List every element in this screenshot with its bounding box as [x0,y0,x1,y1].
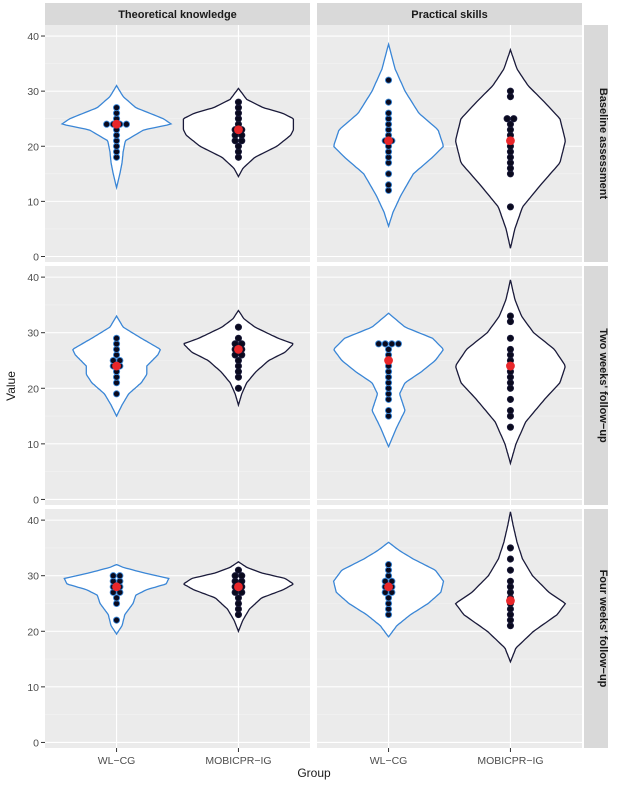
y-tick-label: 10 [27,439,39,451]
data-point [113,334,121,342]
data-point [234,98,242,106]
panel-background [317,509,582,748]
data-point [234,356,242,365]
x-tick-label: WL−CG [98,755,136,767]
data-point [113,616,121,624]
row-strip-label: Two weeks' follow−up [597,328,609,443]
data-point [506,334,515,342]
data-point [503,115,511,123]
data-point [384,406,393,415]
row-strip [584,509,608,748]
y-tick-label: 30 [27,86,39,98]
x-axis-title: Group [297,766,331,780]
data-point [384,109,393,117]
data-point [384,170,393,178]
data-point [234,566,242,574]
mean-marker [384,356,393,365]
y-tick-label: 40 [27,31,39,43]
column-strip-label: Theoretical knowledge [118,9,237,21]
mean-marker [112,361,121,371]
data-point [506,120,515,128]
data-point [384,594,393,602]
y-tick-label: 0 [33,251,39,263]
mean-marker [112,582,121,592]
data-point [506,406,515,415]
y-axis-title: Value [4,371,18,401]
data-point [381,340,389,348]
data-point [394,340,403,348]
data-point [234,323,242,331]
y-tick-label: 20 [27,383,39,395]
data-point [384,181,393,189]
mean-marker [384,582,393,592]
y-tick-label: 20 [27,141,39,153]
data-point [506,577,515,585]
x-tick-label: WL−CG [370,755,408,767]
y-tick-label: 0 [33,737,39,749]
data-point [388,340,396,348]
y-tick-label: 30 [27,571,39,583]
data-point [375,340,383,348]
data-point [506,555,515,563]
y-tick-label: 30 [27,328,39,340]
mean-marker [234,125,243,135]
x-tick-label: MOBICPR−IG [477,755,543,767]
y-tick-label: 0 [33,494,39,506]
data-point [506,395,515,403]
data-point [113,390,121,398]
data-point [510,115,518,123]
x-tick-label: MOBICPR−IG [205,755,271,767]
mean-marker [234,344,243,354]
mean-marker [506,596,515,606]
data-point [506,544,515,552]
column-strip [317,3,582,25]
data-point [384,98,393,106]
column-strip-label: Practical skills [411,9,487,21]
data-point [384,561,393,569]
data-point [234,142,242,150]
data-point [113,594,121,602]
data-point [506,312,515,320]
y-tick-label: 20 [27,626,39,638]
row-strip [584,25,608,262]
data-point [231,572,239,580]
mean-marker [234,582,243,592]
data-point [238,572,246,580]
data-point [234,594,242,602]
mean-marker [506,136,515,146]
data-point [113,104,121,112]
data-point [506,566,515,574]
mean-marker [112,119,121,129]
data-point [234,334,242,342]
data-point [506,87,515,95]
row-strip-label: Baseline assessment [597,88,609,200]
y-tick-label: 10 [27,196,39,208]
y-tick-label: 10 [27,682,39,694]
column-strip [45,3,310,25]
data-point [234,384,242,392]
data-point [506,203,515,211]
data-point [506,423,515,431]
mean-marker [384,136,393,146]
data-point [506,345,515,353]
data-point [103,120,111,128]
data-point [384,76,393,84]
panel-background [45,509,310,748]
panel-background [45,266,310,505]
row-strip [584,266,608,505]
mean-marker [506,361,515,371]
row-strip-label: Four weeks' follow−up [597,570,609,688]
y-tick-label: 40 [27,515,39,527]
data-point [116,572,124,580]
data-point [122,120,130,128]
data-point [384,345,393,353]
data-point [109,572,117,580]
y-tick-label: 40 [27,272,39,284]
